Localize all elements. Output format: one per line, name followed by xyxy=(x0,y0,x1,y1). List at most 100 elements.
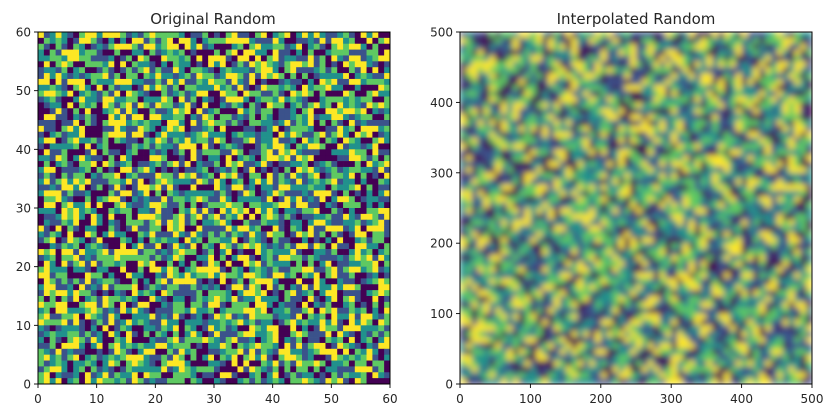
heatmap-cell xyxy=(137,331,144,338)
heatmap-cell xyxy=(96,337,103,344)
heatmap-cell xyxy=(202,90,209,97)
heatmap-cell xyxy=(524,96,531,103)
heatmap-cell xyxy=(378,137,385,144)
heatmap-cell xyxy=(219,266,227,273)
heatmap-cell xyxy=(600,108,608,115)
heatmap-cell xyxy=(331,278,338,285)
heatmap-cell xyxy=(343,49,350,56)
heatmap-cell xyxy=(120,125,127,133)
heatmap-cell xyxy=(794,90,801,97)
heatmap-cell xyxy=(518,90,525,97)
heatmap-cell xyxy=(120,184,127,191)
heatmap-cell xyxy=(272,354,279,361)
heatmap-cell xyxy=(172,90,180,97)
heatmap-cell xyxy=(372,225,379,232)
heatmap-cell xyxy=(600,37,608,45)
heatmap-cell xyxy=(729,143,737,150)
heatmap-cell xyxy=(143,348,150,356)
heatmap-cell xyxy=(260,254,268,262)
heatmap-cell xyxy=(501,108,508,115)
heatmap-cell xyxy=(307,184,315,191)
heatmap-cell xyxy=(172,237,180,244)
heatmap-cell xyxy=(460,125,467,133)
heatmap-cell xyxy=(313,225,320,232)
heatmap-cell xyxy=(260,260,268,268)
heatmap-cell xyxy=(319,225,326,232)
heatmap-cell xyxy=(319,120,326,127)
heatmap-cell xyxy=(348,348,356,356)
heatmap-cell xyxy=(718,108,725,115)
heatmap-cell xyxy=(114,372,121,379)
heatmap-cell xyxy=(255,96,262,103)
heatmap-cell xyxy=(184,290,191,297)
heatmap-cell xyxy=(243,219,250,226)
heatmap-cell xyxy=(325,278,332,285)
heatmap-cell xyxy=(225,325,232,332)
heatmap-cell xyxy=(202,337,209,344)
heatmap-cell xyxy=(96,90,103,97)
heatmap-cell xyxy=(137,243,144,250)
heatmap-cell xyxy=(178,354,186,361)
heatmap-cell xyxy=(196,161,203,168)
heatmap-cell xyxy=(460,131,467,138)
heatmap-cell xyxy=(137,249,144,256)
heatmap-cell xyxy=(184,55,191,62)
heatmap-cell xyxy=(73,172,80,180)
heatmap-cell xyxy=(266,278,274,285)
heatmap-cell xyxy=(624,96,631,103)
heatmap-cell xyxy=(219,301,227,309)
heatmap-cell xyxy=(307,278,315,285)
heatmap-cell xyxy=(38,331,45,338)
heatmap-cell xyxy=(208,272,215,279)
heatmap-cell xyxy=(718,96,725,103)
heatmap-cell xyxy=(214,354,221,361)
heatmap-cell xyxy=(143,108,150,115)
heatmap-cell xyxy=(378,249,385,256)
heatmap-cell xyxy=(90,49,98,56)
heatmap-cell xyxy=(114,202,121,209)
heatmap-cell xyxy=(149,372,156,379)
heatmap-cell xyxy=(337,290,344,297)
heatmap-cell xyxy=(90,96,98,103)
heatmap-cell xyxy=(161,260,168,268)
heatmap-cell xyxy=(331,307,338,314)
heatmap-cell xyxy=(184,196,191,203)
heatmap-cell xyxy=(471,137,478,144)
heatmap-cell xyxy=(665,102,672,109)
heatmap-cell xyxy=(272,337,279,344)
heatmap-cell xyxy=(735,90,742,97)
heatmap-cell xyxy=(79,342,86,350)
heatmap-cell xyxy=(348,108,356,115)
heatmap-cell xyxy=(606,125,613,133)
heatmap-cell xyxy=(296,108,303,115)
heatmap-cell xyxy=(290,202,297,209)
heatmap-cell xyxy=(272,55,279,62)
heatmap-cell xyxy=(313,61,320,68)
heatmap-cell xyxy=(172,61,180,68)
heatmap-cell xyxy=(102,32,109,39)
heatmap-cell xyxy=(536,73,543,80)
heatmap-cell xyxy=(202,96,209,103)
heatmap-cell xyxy=(302,260,309,268)
heatmap-cell xyxy=(565,37,572,45)
heatmap-cell xyxy=(343,243,350,250)
heatmap-cell xyxy=(565,137,572,144)
heatmap-cell xyxy=(172,67,180,74)
heatmap-cell xyxy=(770,114,778,121)
heatmap-cell xyxy=(724,78,731,86)
heatmap-cell xyxy=(55,32,62,39)
heatmap-cell xyxy=(137,260,144,268)
heatmap-cell xyxy=(477,108,484,115)
heatmap-cell xyxy=(90,61,98,68)
heatmap-cell xyxy=(49,96,56,103)
heatmap-cell xyxy=(571,143,578,150)
heatmap-cell xyxy=(465,143,473,150)
heatmap-cell xyxy=(506,78,514,86)
heatmap-cell xyxy=(155,284,162,291)
heatmap-cell xyxy=(155,225,162,232)
heatmap-cell xyxy=(172,73,180,80)
heatmap-cell xyxy=(630,55,637,62)
heatmap-cell xyxy=(55,278,62,285)
heatmap-cell xyxy=(706,102,713,109)
